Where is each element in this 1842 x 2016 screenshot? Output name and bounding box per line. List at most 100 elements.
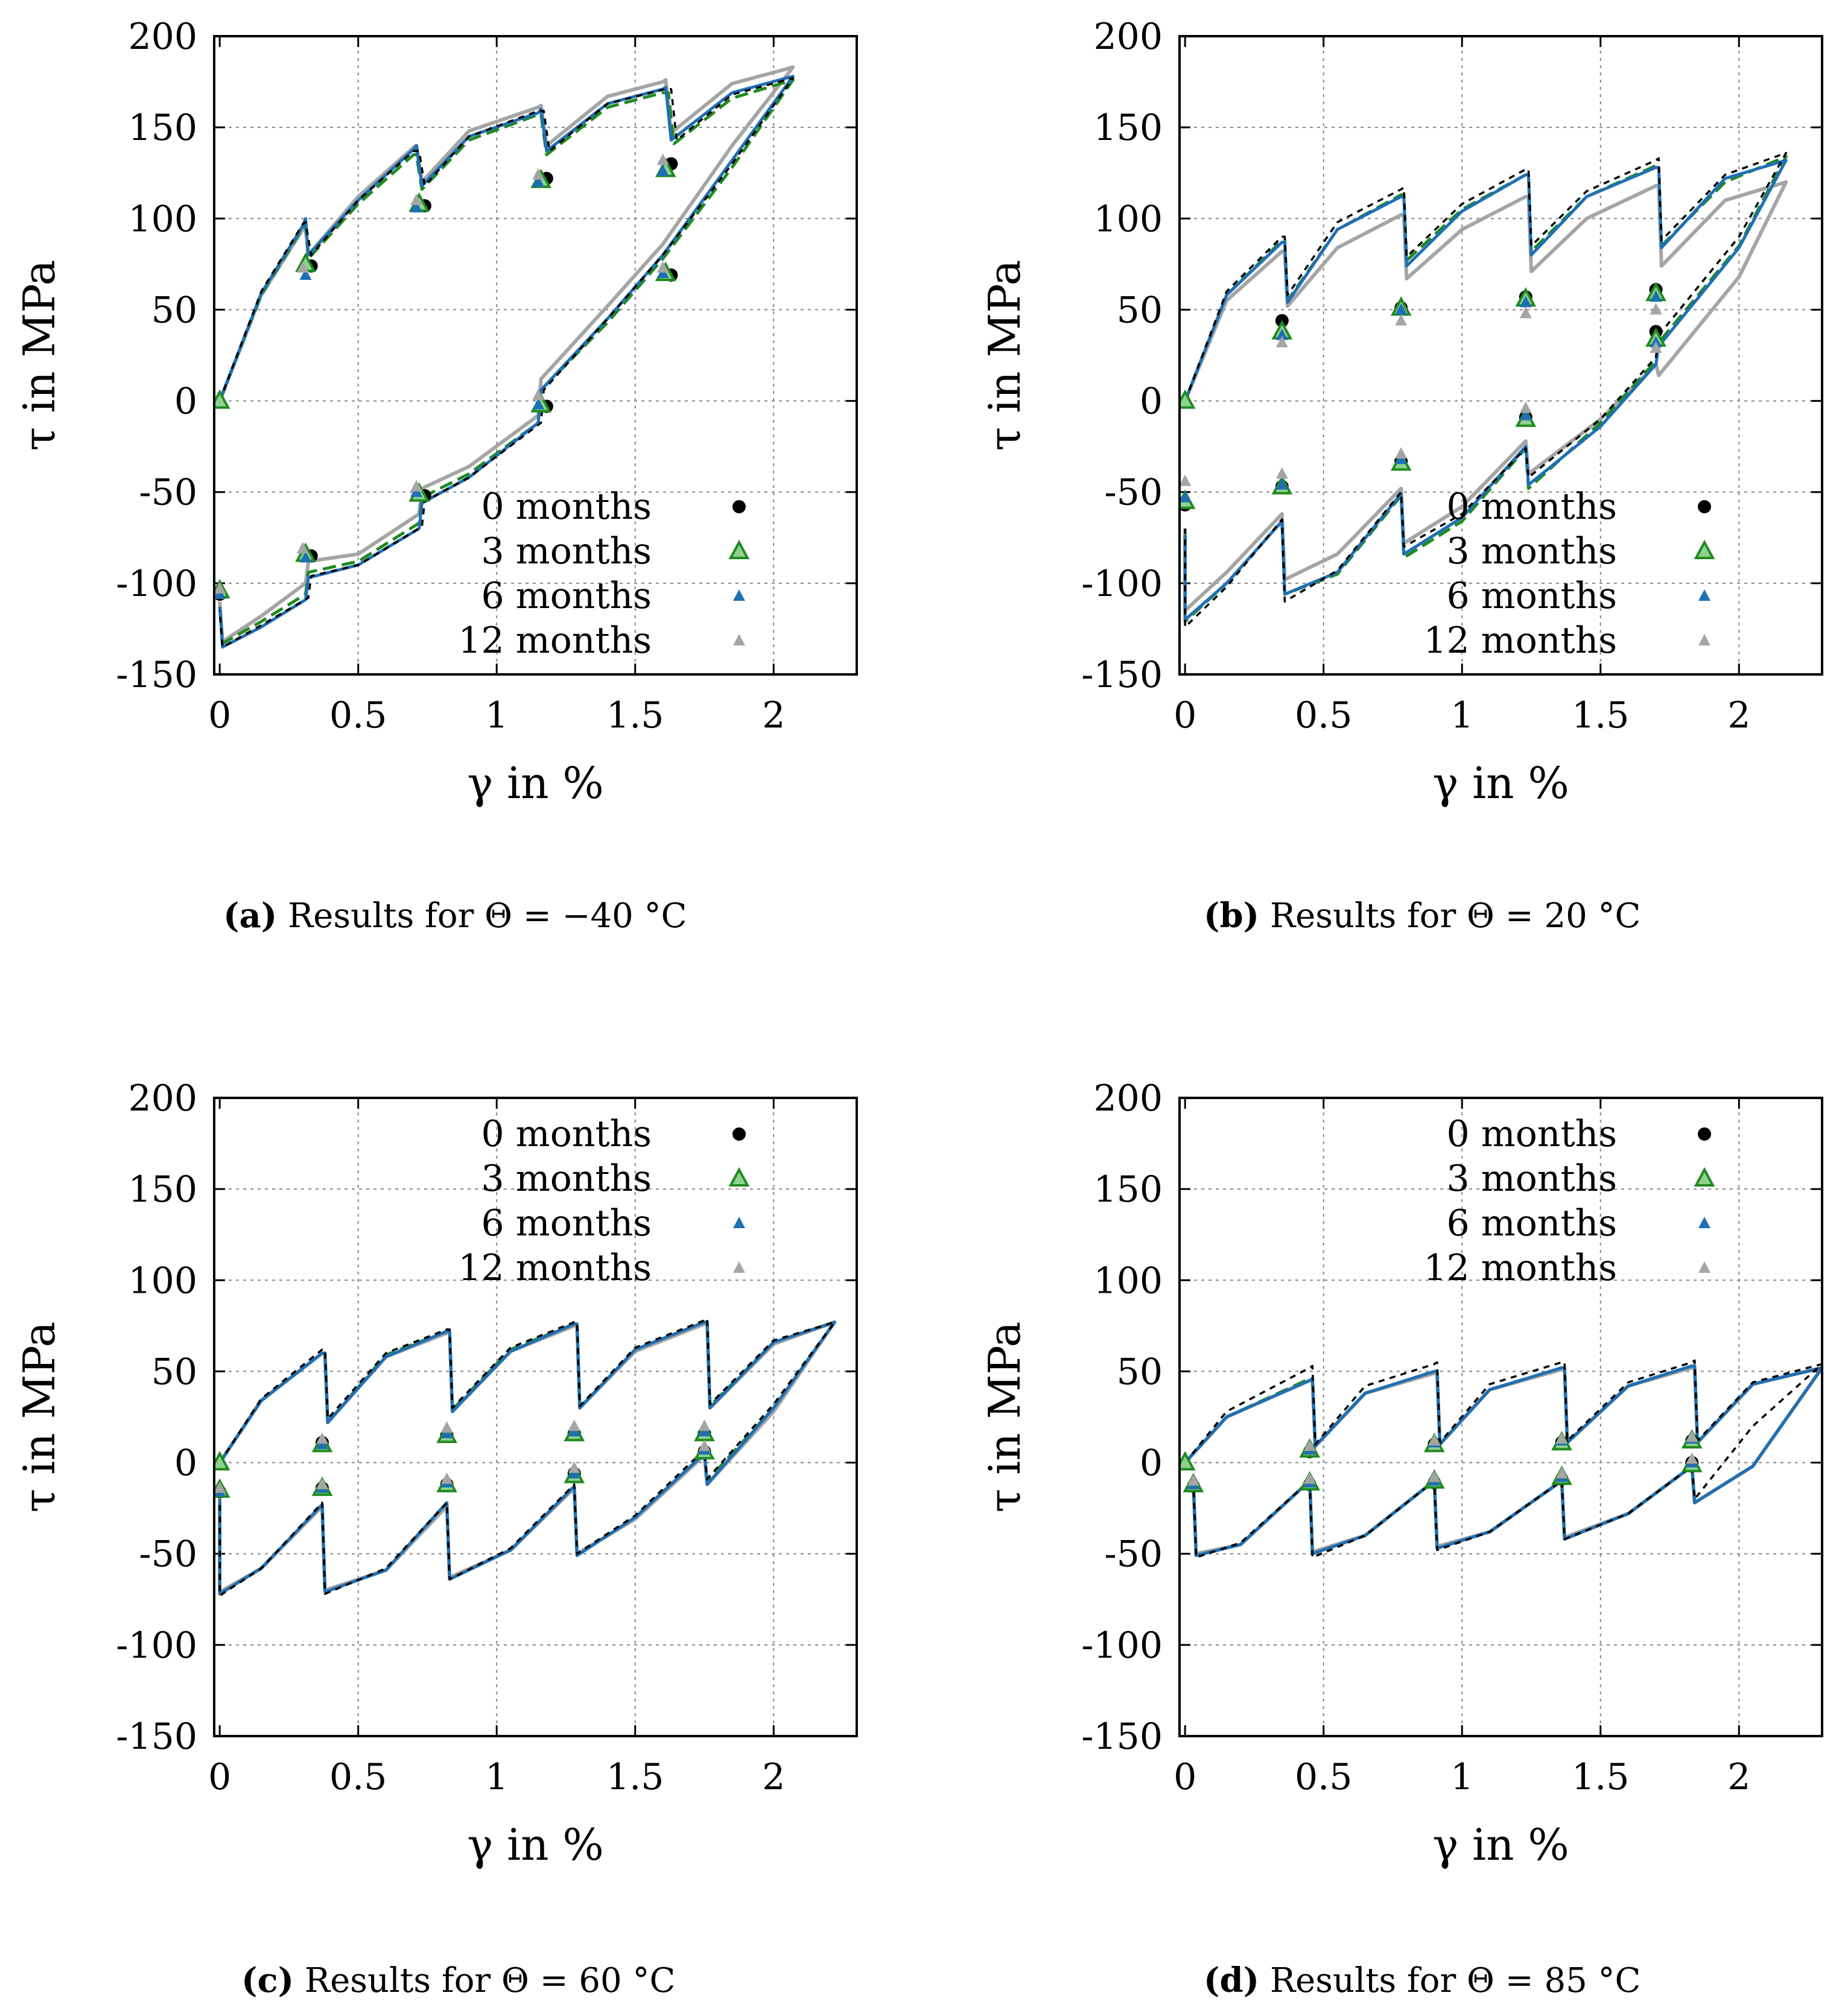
caption-b-letter: (b): [1204, 896, 1260, 936]
point-m12: [214, 1481, 226, 1493]
x-axis-label: γ in %: [1432, 1819, 1569, 1870]
plot-frame: [213, 35, 858, 676]
curve-m0: [1184, 151, 1788, 629]
point-m6: [1275, 478, 1288, 490]
legend-label-m12: 12 months: [458, 620, 652, 662]
caption-c-text: Results for Θ = 60 °C: [304, 1961, 676, 2000]
point-m12: [1686, 1430, 1698, 1442]
point-m6: [1519, 408, 1532, 420]
x-tick-label: 1: [485, 1756, 508, 1798]
point-m6: [656, 164, 669, 176]
curve-m0: [1184, 1359, 1822, 1559]
legend-marker-m0: [732, 1127, 746, 1141]
caption-c-letter: (c): [241, 1961, 294, 2000]
data-area: [214, 1317, 837, 1597]
y-tick-label: 100: [1093, 1260, 1163, 1302]
y-tick-label: 50: [151, 1351, 197, 1393]
legend-marker-m6: [733, 589, 745, 601]
x-tick-label: 1: [1450, 694, 1473, 737]
point-m3: [214, 389, 230, 409]
y-tick-label: 200: [1093, 1077, 1163, 1120]
caption-a-text: Results for Θ = −40 °C: [288, 896, 687, 936]
curve-m12: [1183, 180, 1788, 613]
y-tick-label: 150: [128, 1168, 197, 1211]
x-tick-label: 0: [1173, 694, 1196, 737]
y-tick-label: -50: [139, 472, 197, 514]
y-tick-label: 100: [128, 198, 197, 240]
legend-label-m3: 3 months: [1447, 530, 1617, 572]
legend-label-m3: 3 months: [481, 530, 652, 572]
point-m6: [410, 201, 423, 213]
y-tick-label: -100: [116, 563, 197, 605]
x-tick-label: 1.5: [1572, 1756, 1629, 1798]
point-m6: [299, 268, 312, 280]
caption-d: (d) Results for Θ = 85 °C: [1204, 1961, 1640, 2000]
y-tick-label: 200: [128, 16, 197, 58]
legend-marker-m12: [1698, 1261, 1710, 1273]
legend-label-m3: 3 months: [481, 1158, 652, 1200]
y-tick-label: 0: [1140, 381, 1163, 423]
legend-marker-m3: [1694, 1167, 1715, 1187]
legend-marker-m3: [728, 1167, 750, 1187]
point-m12: [410, 194, 423, 206]
x-tick-label: 2: [1727, 694, 1750, 737]
legend-label-m6: 6 months: [1447, 575, 1617, 617]
legend-marker-m0: [1698, 500, 1711, 513]
point-m12: [296, 542, 309, 554]
x-tick-label: 2: [762, 694, 785, 737]
x-tick-label: 1.5: [1572, 694, 1629, 737]
y-tick-label: 150: [1093, 1168, 1163, 1211]
caption-b: (b) Results for Θ = 20 °C: [1204, 896, 1640, 936]
legend-marker-m6: [733, 1217, 745, 1228]
legend-marker-m6: [1698, 589, 1710, 601]
x-axis-label: γ in %: [1432, 758, 1569, 808]
point-m12: [532, 168, 545, 180]
point-m3: [1180, 1451, 1196, 1471]
y-tick-label: 50: [1117, 1351, 1163, 1393]
caption-d-text: Results for Θ = 85 °C: [1269, 1961, 1641, 2000]
y-tick-label: 200: [128, 1077, 197, 1120]
legend-label-m12: 12 months: [458, 1247, 652, 1289]
caption-c: (c) Results for Θ = 60 °C: [241, 1961, 675, 2000]
point-m12: [1428, 1434, 1441, 1446]
point-m12: [1395, 447, 1408, 459]
caption-b-text: Results for Θ = 20 °C: [1269, 896, 1641, 936]
curve-m0: [218, 1317, 836, 1597]
panel-c: 0 0.5 1 1.5 2 200 150 100 50 0 -50 -100 -150 γ in % τ …: [14, 1077, 858, 1870]
point-m12: [1555, 1466, 1568, 1479]
y-axis-label: τ in MPa: [979, 1322, 1030, 1513]
x-tick-label: 0.5: [329, 694, 387, 737]
legend-marker-m12: [1698, 634, 1710, 645]
x-tick-label: 0: [208, 694, 231, 737]
point-m6: [532, 398, 545, 410]
panel-b: 0 0.5 1 1.5 2 200 150 100 50 0 -50 -100 -150 γ in % τ …: [979, 16, 1823, 808]
caption-a: (a) Results for Θ = −40 °C: [223, 896, 687, 936]
x-tick-label: 0: [1173, 1756, 1196, 1798]
y-axis-label: τ in MPa: [979, 260, 1030, 451]
legend-label-m0: 0 months: [481, 1113, 652, 1155]
y-tick-label: 100: [128, 1260, 197, 1302]
legend-marker-m0: [1698, 1127, 1711, 1141]
point-m12: [1555, 1432, 1568, 1444]
x-axis-label: γ in %: [467, 758, 604, 808]
y-axis-label: τ in MPa: [14, 260, 65, 451]
point-m12: [1303, 1472, 1316, 1484]
y-tick-label: 150: [128, 107, 197, 149]
point-m12: [1650, 303, 1662, 315]
point-m12: [1275, 335, 1288, 347]
x-tick-label: 1.5: [606, 1756, 664, 1798]
legend-label-m0: 0 months: [1447, 1113, 1617, 1155]
y-tick-label: 150: [1093, 107, 1163, 149]
point-m12: [214, 582, 226, 594]
legend-marker-m12: [733, 634, 745, 645]
curve-m6: [1183, 159, 1788, 621]
point-m12: [1650, 341, 1662, 353]
y-tick-label: -150: [116, 654, 197, 696]
data-area: [1180, 1359, 1822, 1559]
point-m12: [316, 1432, 329, 1444]
curve-m6: [218, 1320, 836, 1596]
point-m12: [1686, 1452, 1698, 1464]
y-tick-label: 50: [151, 289, 197, 331]
point-m12: [532, 388, 545, 401]
